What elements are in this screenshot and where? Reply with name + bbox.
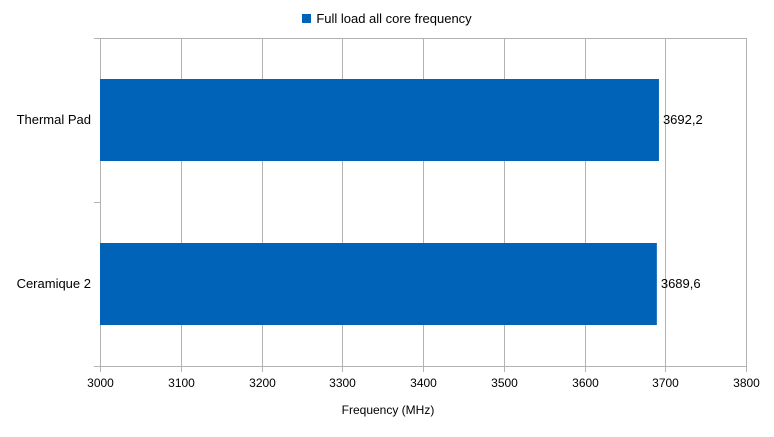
x-tick-label: 3500	[491, 376, 518, 390]
data-label: 3689,6	[661, 276, 701, 291]
x-tick-label: 3700	[652, 376, 679, 390]
x-tick-label: 3600	[572, 376, 599, 390]
bar	[100, 243, 657, 325]
x-tick-label: 3100	[168, 376, 195, 390]
x-tick-label: 3400	[410, 376, 437, 390]
category-label: Ceramique 2	[17, 276, 91, 291]
category-label: Thermal Pad	[17, 112, 91, 127]
bar	[100, 79, 659, 161]
legend: Full load all core frequency	[0, 11, 774, 26]
x-tick-label: 3000	[87, 376, 114, 390]
legend-swatch	[302, 14, 312, 23]
labels: 3000 3100 3200 3300 3400 3500 3600 3700 3800 Ther…	[17, 112, 761, 390]
data-label: 3692,2	[663, 112, 703, 127]
bars	[100, 79, 659, 325]
x-tick-label: 3200	[249, 376, 276, 390]
legend-label: Full load all core frequency	[316, 11, 472, 26]
x-axis-label: Frequency (MHz)	[342, 403, 435, 417]
x-tick-label: 3300	[329, 376, 356, 390]
x-tick-label: 3800	[733, 376, 760, 390]
